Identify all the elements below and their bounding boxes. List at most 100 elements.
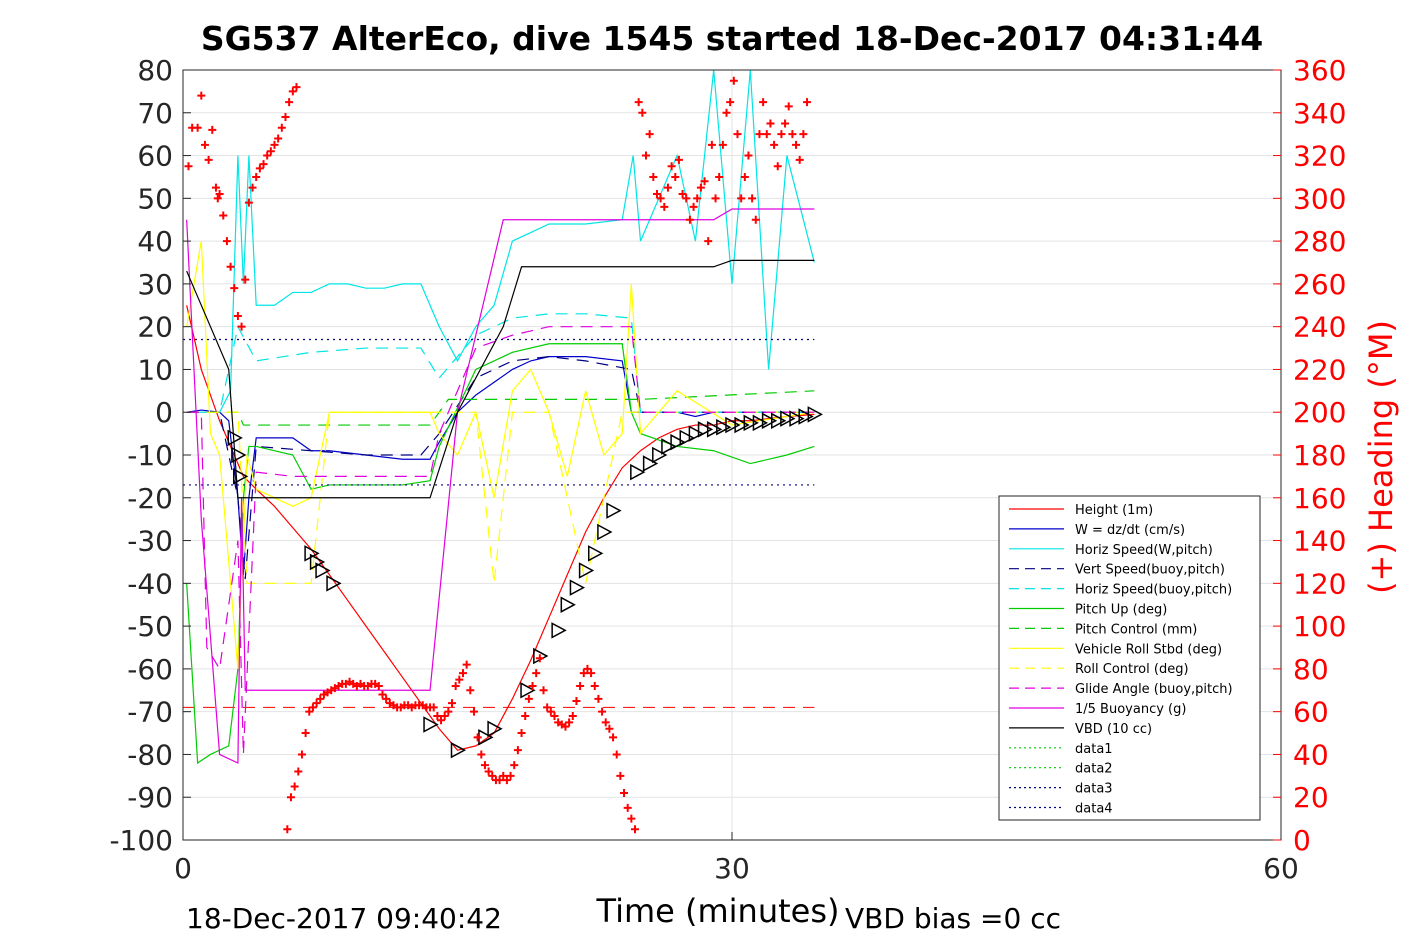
depth-marker (304, 545, 320, 562)
heading-marker (631, 825, 640, 834)
depth-marker (597, 523, 613, 541)
heading-marker (605, 724, 614, 733)
heading-marker (656, 194, 665, 203)
heading-marker (641, 151, 650, 160)
heading-marker (561, 722, 570, 731)
heading-marker (204, 155, 213, 164)
heading-marker (263, 151, 272, 160)
heading-marker (707, 140, 716, 149)
heading-marker (297, 750, 306, 759)
heading-marker (455, 675, 464, 684)
heading-marker (473, 733, 482, 742)
series-pitch-control-mm (186, 390, 815, 426)
heading-marker (729, 76, 738, 85)
heading-marker (612, 750, 621, 759)
heading-marker (211, 183, 220, 192)
heading-marker (601, 718, 610, 727)
y-tick-label: -100 (109, 824, 173, 857)
legend-entry: data4 (1075, 802, 1113, 817)
legend-entry: 1/5 Buoyancy (g) (1075, 702, 1186, 717)
depth-marker (309, 553, 326, 571)
x-axis-label: Time (minutes) (596, 892, 840, 930)
axes: 80706050403020100-10-20-30-40-50-60-70-8… (109, 54, 1346, 885)
heading-marker (671, 172, 680, 181)
heading-marker (233, 311, 242, 320)
heading-marker (241, 275, 250, 284)
heading-marker (572, 696, 581, 705)
heading-marker (215, 190, 224, 199)
heading-marker (737, 194, 746, 203)
depth-marker (789, 410, 805, 427)
heading-marker (469, 707, 478, 716)
heading-marker (532, 669, 541, 678)
y2-tick-label: 240 (1293, 311, 1346, 344)
heading-marker (230, 284, 239, 293)
heading-marker (718, 140, 727, 149)
heading-marker (308, 703, 317, 712)
heading-marker (510, 761, 519, 770)
heading-marker (638, 108, 647, 117)
legend-entry: Horiz Speed(buoy,pitch) (1075, 583, 1232, 598)
y2-tick-label: 100 (1293, 610, 1346, 643)
heading-marker (480, 761, 489, 770)
heading-marker (197, 91, 206, 100)
footer-vbd-bias: VBD bias =0 cc (845, 902, 1061, 935)
heading-marker (200, 140, 209, 149)
depth-marker (551, 622, 567, 639)
legend-entry: Roll Control (deg) (1075, 662, 1189, 677)
series-glide-angle-buoy-pitch (186, 326, 815, 755)
y-tick-label: 20 (137, 311, 173, 344)
y-tick-label: -40 (127, 567, 173, 600)
depth-marker (423, 716, 439, 733)
heading-marker (759, 98, 768, 107)
footer-timestamp: 18-Dec-2017 09:40:42 (186, 902, 502, 935)
legend-entry: Glide Angle (buoy,pitch) (1075, 682, 1233, 697)
heading-marker (316, 694, 325, 703)
heading-marker (288, 87, 297, 96)
heading-marker (193, 123, 202, 132)
legend-entry: data1 (1075, 742, 1113, 757)
heading-marker (770, 140, 779, 149)
heading-marker (704, 237, 713, 246)
depth-marker (771, 412, 787, 430)
series-horiz-speed-w-pitch (186, 69, 815, 413)
heading-marker (722, 108, 731, 117)
y2-tick-label: 320 (1293, 140, 1346, 173)
heading-marker (803, 98, 812, 107)
depth-marker (630, 463, 646, 481)
y2-tick-label: 220 (1293, 353, 1346, 386)
heading-marker (609, 733, 618, 742)
heading-marker (378, 690, 387, 699)
heading-marker (777, 130, 786, 139)
heading-marker (689, 202, 698, 211)
heading-marker (583, 664, 592, 673)
heading-marker (755, 130, 764, 139)
depth-marker (798, 408, 814, 425)
heading-marker (213, 194, 222, 203)
depth-marker (807, 406, 823, 423)
heading-marker (226, 262, 235, 271)
y2-tick-label: 260 (1293, 268, 1346, 301)
heading-marker (286, 793, 295, 802)
series-vehicle-roll-stbd-deg (186, 241, 815, 669)
legend: Height (1m) W = dz/dt (cm/s) Horiz Speed(W… (998, 495, 1261, 821)
y-tick-label: 0 (155, 396, 173, 429)
heading-marker (244, 198, 253, 207)
heading-marker (799, 130, 808, 139)
heading-marker (277, 123, 286, 132)
legend-entry: Height (1m) (1075, 503, 1153, 518)
heading-marker (696, 183, 705, 192)
heading-marker (784, 102, 793, 111)
heading-marker (751, 215, 760, 224)
x-tick-label: 30 (714, 852, 750, 885)
heading-marker (693, 194, 702, 203)
depth-marker (688, 425, 704, 442)
y-tick-label: 70 (137, 97, 173, 130)
heading-marker (528, 682, 537, 690)
depth-marker (752, 414, 769, 432)
heading-marker (711, 194, 720, 203)
heading-marker (517, 729, 526, 738)
legend-entry: VBD (10 cc) (1075, 722, 1152, 737)
depth-marker (761, 412, 778, 430)
depth-marker (706, 421, 723, 438)
